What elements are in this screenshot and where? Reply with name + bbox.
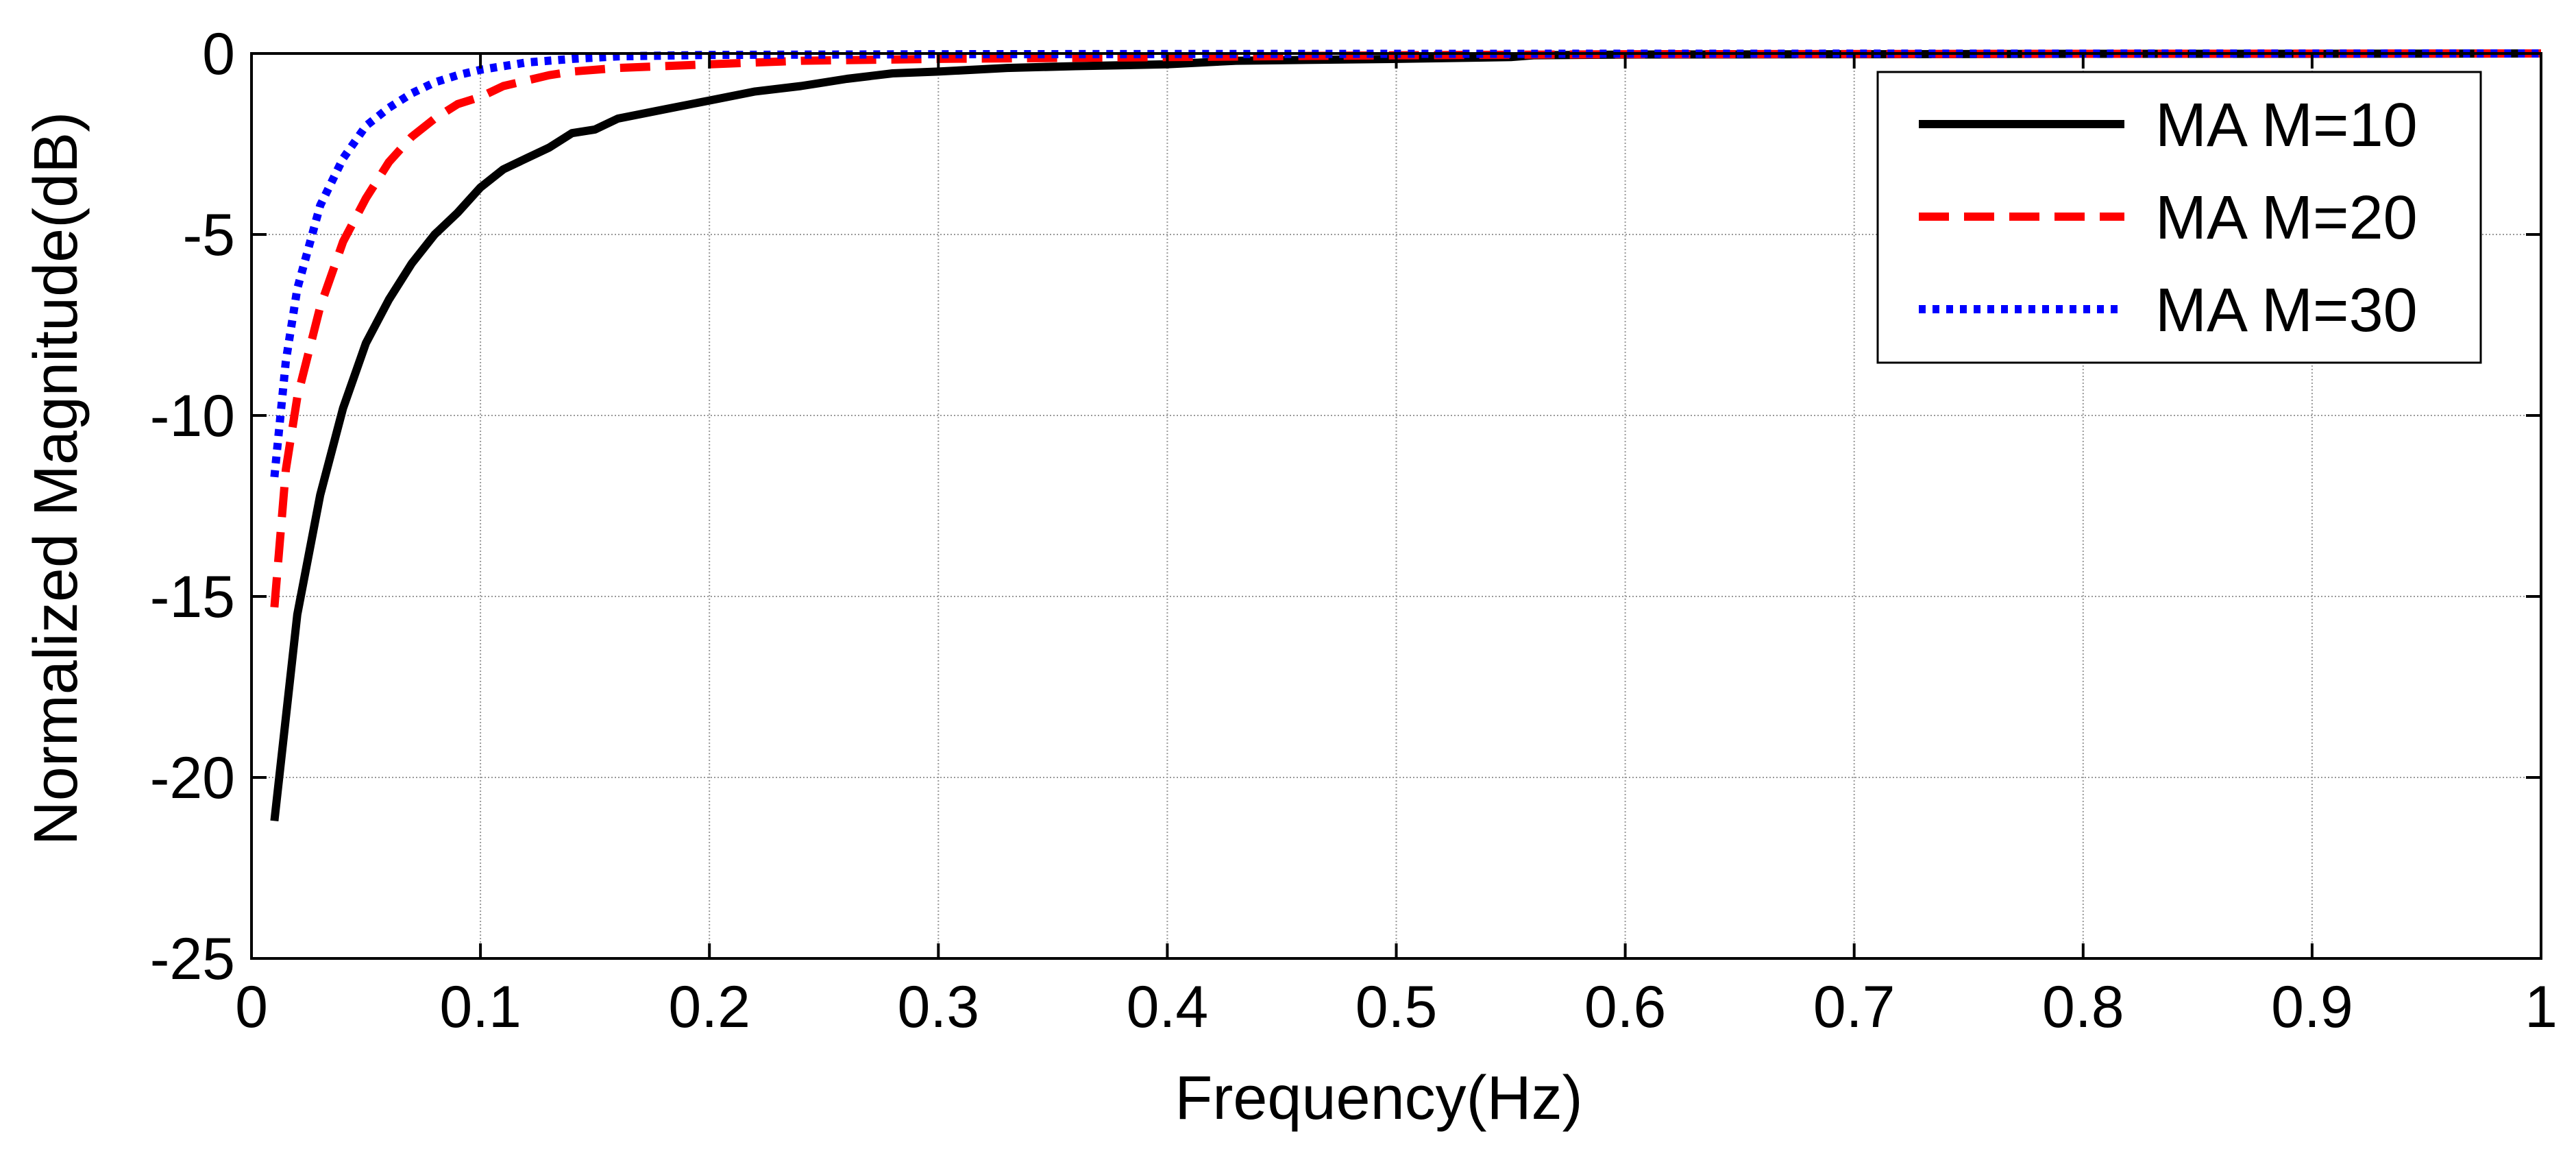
x-tick-label: 0.8 <box>2042 974 2124 1040</box>
x-axis-label: Frequency(Hz) <box>1175 1064 1582 1133</box>
legend-label-3: MA M=30 <box>2155 276 2418 345</box>
y-tick-label: 0 <box>202 21 235 87</box>
x-tick-label: 0.9 <box>2271 974 2353 1040</box>
x-tick-label: 0.5 <box>1356 974 1438 1040</box>
axes <box>250 52 2542 960</box>
x-tick-label: 0 <box>235 974 268 1040</box>
x-tick-label: 0.7 <box>1813 974 1896 1040</box>
y-tick-label: -10 <box>150 383 235 449</box>
y-tick-label: -15 <box>150 564 235 630</box>
x-tick-label: 1 <box>2525 974 2557 1040</box>
y-tick-label: -5 <box>183 202 235 268</box>
x-tick-label: 0.2 <box>668 974 750 1040</box>
legend: MA M=10 MA M=20 MA M=30 <box>1876 71 2482 364</box>
y-tick-label: -20 <box>150 745 235 811</box>
x-tick-label: 0.1 <box>439 974 522 1040</box>
y-axis-label: Normalized Magnitude(dB) <box>22 112 90 845</box>
y-tick-label: -25 <box>150 926 235 992</box>
x-tick-label: 0.3 <box>898 974 980 1040</box>
series-line-3 <box>270 49 2542 478</box>
legend-label-1: MA M=10 <box>2155 91 2418 160</box>
x-tick-label: 0.6 <box>1584 974 1667 1040</box>
legend-label-2: MA M=20 <box>2155 184 2418 252</box>
x-tick-label: 0.4 <box>1127 974 1209 1040</box>
tick-labels: 0 0.1 0.2 0.3 0.4 0.5 0.6 0.7 0.8 0.9 1 0 -5 -10 -15 -2… <box>150 21 2557 1040</box>
